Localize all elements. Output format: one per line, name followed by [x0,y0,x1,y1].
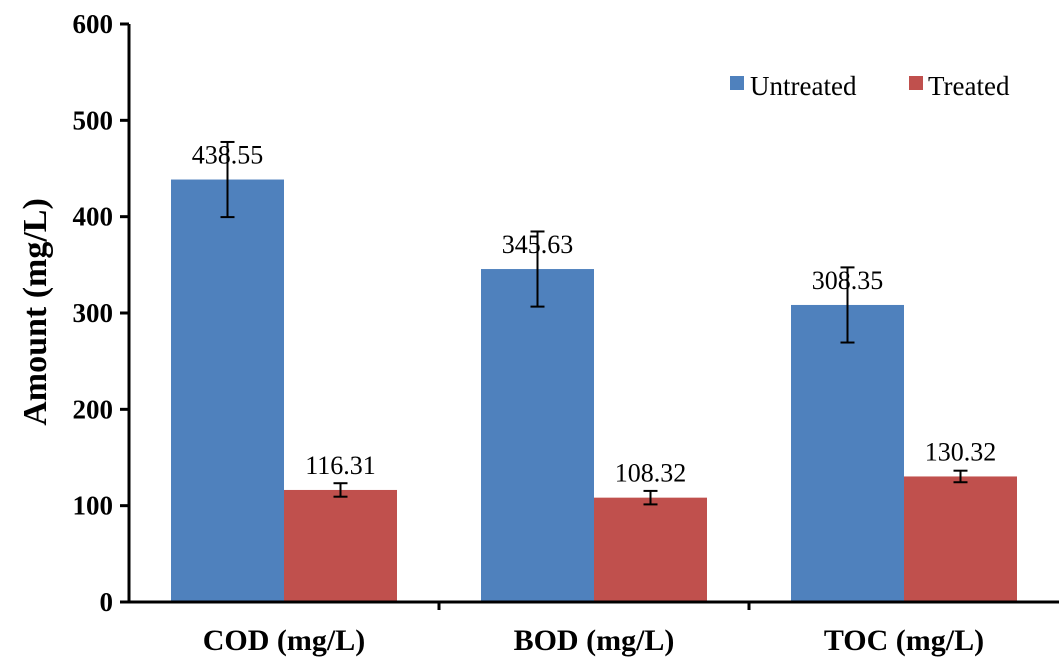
legend-swatch [730,76,744,90]
legend: Untreated Treated [730,71,1010,101]
treated-bar [904,476,1017,602]
treated-bar [284,489,397,602]
error-bars-layer [220,140,968,506]
x-category-label: COD (mg/L) [203,624,365,657]
y-tick-label: 0 [100,587,114,617]
treated-bar [594,497,707,602]
untreated-bar [171,179,284,603]
data-label: 438.55 [192,141,264,170]
data-label: 345.63 [502,230,574,259]
x-category-label: TOC (mg/L) [824,624,984,657]
y-tick-label: 200 [73,394,114,424]
data-label: 108.32 [615,459,687,488]
legend-label: Untreated [750,71,857,101]
data-label: 308.35 [812,266,884,295]
data-label: 130.32 [925,437,997,466]
legend-label: Treated [928,71,1010,101]
y-tick-label: 300 [73,298,114,328]
untreated-bar [481,269,594,602]
bars-layer [171,179,1017,603]
legend-swatch [909,76,923,90]
data-labels-layer: 438.55 116.31 345.63 108.32 308.35 130.32 [192,141,997,488]
y-ticks-layer: 0 100 200 300 400 500 600 [73,9,129,617]
y-tick-label: 500 [73,105,114,135]
untreated-bar [791,304,904,602]
data-label: 116.31 [305,451,376,480]
y-tick-label: 100 [73,491,114,521]
y-axis-title: Amount (mg/L) [17,198,54,426]
y-tick-label: 600 [73,9,114,39]
x-category-label: BOD (mg/L) [514,624,675,657]
x-ticks-layer: COD (mg/L) BOD (mg/L) TOC (mg/L) [203,602,984,657]
y-tick-label: 400 [73,202,114,232]
